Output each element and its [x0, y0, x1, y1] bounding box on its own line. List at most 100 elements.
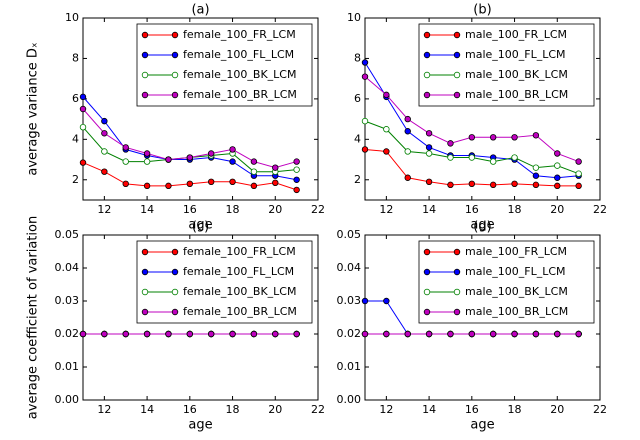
series-marker [404, 128, 411, 135]
series-marker [468, 134, 476, 141]
x-tick-label: 18 [226, 403, 240, 416]
legend-marker [453, 91, 461, 99]
series-marker [511, 180, 518, 188]
series-marker [489, 134, 497, 141]
legend-box [418, 240, 595, 324]
legend-label: female_100_FR_LCM [183, 245, 296, 258]
x-tick-label: 12 [379, 403, 393, 416]
series-marker [554, 174, 561, 181]
legend-marker [171, 308, 179, 316]
x-tick-label: 16 [183, 203, 197, 216]
x-axis-label: age [188, 418, 212, 433]
panel-title: (c) [192, 220, 209, 235]
y-tick-label: 6 [72, 92, 79, 105]
legend-marker [423, 91, 431, 99]
series-marker [404, 115, 411, 123]
series-marker [575, 182, 582, 190]
series-marker [186, 330, 194, 338]
x-tick-label: 16 [183, 403, 197, 416]
series-marker [122, 330, 129, 338]
y-tick-label: 8 [354, 51, 361, 64]
legend-label: female_100_FL_LCM [183, 265, 294, 278]
series-marker [250, 330, 258, 338]
series-marker [425, 144, 433, 151]
legend: male_100_FR_LCM male_100_FL_LCM male_100_B… [418, 240, 595, 324]
x-tick-label: 12 [97, 203, 111, 216]
series-marker [361, 73, 369, 80]
series-marker [361, 297, 369, 305]
series-marker [229, 178, 236, 185]
y-tick-label: 2 [354, 173, 361, 186]
legend-marker [171, 248, 179, 256]
y-tick-label: 0.01 [55, 360, 80, 373]
series-marker [207, 150, 215, 157]
series-marker [361, 59, 369, 66]
legend-box [418, 23, 595, 107]
series-marker [207, 330, 215, 338]
y-tick-label: 0.02 [55, 327, 80, 340]
x-tick-label: 20 [268, 203, 282, 216]
series-marker [511, 154, 518, 161]
y-tick-label: 4 [354, 132, 361, 145]
series-marker [165, 156, 172, 163]
series-marker [79, 123, 87, 131]
x-tick-label: 22 [593, 203, 607, 216]
series-marker [383, 297, 390, 305]
x-tick-label: 18 [508, 203, 522, 216]
series-marker [404, 174, 411, 181]
y-tick-label: 0.00 [337, 393, 362, 406]
series-marker [532, 132, 540, 139]
legend-marker [141, 288, 149, 296]
x-tick-label: 16 [465, 403, 479, 416]
x-tick-label: 20 [268, 403, 282, 416]
y-tick-label: 2 [72, 173, 79, 186]
x-tick-label: 12 [379, 203, 393, 216]
legend-label: female_100_FL_LCM [183, 48, 294, 61]
series-marker [425, 178, 433, 185]
series-marker [101, 148, 108, 155]
series-marker [250, 182, 258, 190]
x-tick-label: 22 [311, 203, 325, 216]
legend-marker [171, 71, 179, 79]
x-tick-label: 20 [550, 203, 564, 216]
legend-label: female_100_BR_LCM [183, 88, 297, 101]
y-tick-label: 0.03 [337, 294, 362, 307]
series-marker [383, 330, 390, 338]
series-marker [511, 134, 518, 141]
series-marker [165, 330, 172, 338]
series-marker [229, 330, 236, 338]
legend: male_100_FR_LCM male_100_FL_LCM male_100_B… [418, 23, 595, 107]
series-marker [383, 91, 390, 99]
legend-marker [423, 308, 431, 316]
legend-marker [141, 248, 149, 256]
series-marker [186, 154, 194, 161]
legend-marker [171, 288, 179, 296]
legend-label: male_100_BK_LCM [465, 285, 568, 298]
series-marker [101, 330, 108, 338]
series-marker [554, 182, 561, 190]
series-marker [383, 126, 390, 133]
y-tick-label: 0.00 [55, 393, 80, 406]
legend-marker [141, 308, 149, 316]
x-tick-label: 18 [226, 203, 240, 216]
series-marker [425, 150, 433, 157]
series-marker [165, 182, 172, 190]
panel-title: (d) [473, 220, 491, 235]
series-marker [272, 330, 279, 338]
series-marker [293, 158, 300, 165]
legend-marker [141, 31, 149, 39]
series-marker [143, 158, 151, 165]
y-tick-label: 8 [72, 51, 79, 64]
series-marker [511, 330, 518, 338]
series-marker [293, 330, 300, 338]
series-marker [468, 330, 476, 338]
y-axis-label: average variance Dₓ [26, 42, 41, 175]
series-marker [575, 170, 582, 177]
legend-marker [171, 91, 179, 99]
legend: female_100_FR_LCM female_100_FL_LCMfemale… [136, 240, 313, 324]
legend-marker [453, 268, 461, 276]
series-marker [122, 180, 129, 188]
x-tick-label: 16 [465, 203, 479, 216]
